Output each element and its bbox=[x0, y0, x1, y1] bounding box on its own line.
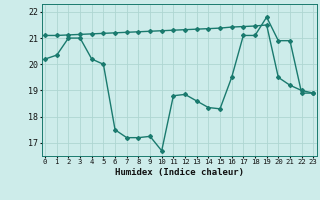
X-axis label: Humidex (Indice chaleur): Humidex (Indice chaleur) bbox=[115, 168, 244, 177]
